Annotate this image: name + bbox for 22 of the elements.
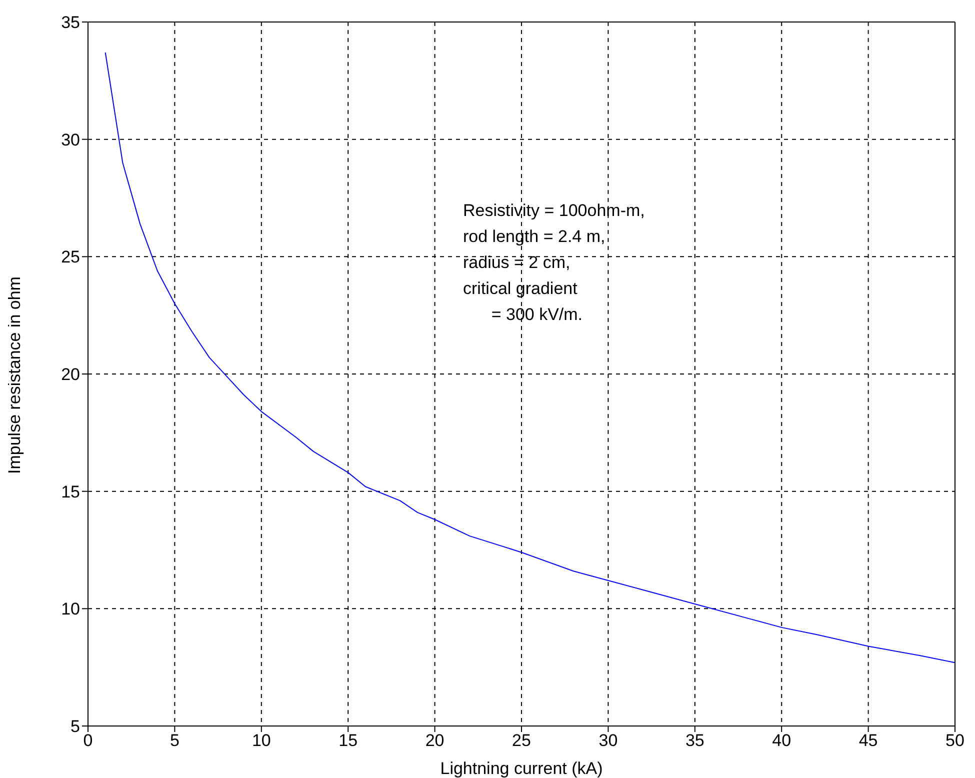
x-tick-label: 10 — [252, 731, 271, 750]
x-tick-label: 35 — [685, 731, 704, 750]
x-tick-label: 5 — [170, 731, 180, 750]
x-tick-label: 50 — [946, 731, 964, 750]
x-tick-label: 30 — [598, 731, 618, 750]
x-tick-label: 45 — [858, 731, 878, 750]
y-tick-label: 5 — [70, 717, 80, 736]
y-tick-label: 15 — [61, 482, 80, 502]
x-tick-label: 0 — [83, 731, 93, 750]
line-series — [104, 52, 955, 664]
annotation: Resistivity = 100ohm-m, rod length = 2.4 m, radius = 2 cm, critical gradient = 300 kV/m. — [463, 200, 645, 326]
y-tick-label: 35 — [61, 13, 80, 32]
y-axis-title: Impulse resistance in ohm — [5, 276, 24, 474]
x-axis-title: Lightning current (kA) — [440, 759, 603, 778]
y-tick-label: 20 — [61, 365, 80, 384]
y-tick-label: 25 — [61, 248, 80, 267]
y-tick-label: 10 — [61, 600, 80, 619]
y-tick-label: 30 — [61, 130, 80, 150]
x-tick-label: 15 — [338, 731, 358, 750]
x-tick-label: 20 — [425, 731, 444, 750]
x-tick-label: 25 — [512, 731, 531, 750]
x-tick-label: 40 — [772, 731, 792, 750]
